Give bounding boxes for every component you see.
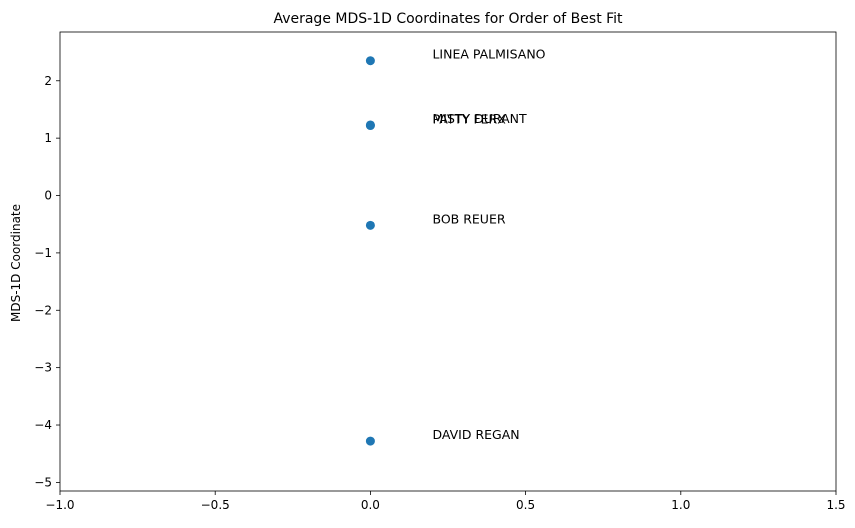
point-label: DAVID REGAN xyxy=(432,427,519,442)
plot-frame xyxy=(59,31,837,492)
x-tick-label: 0.0 xyxy=(361,498,380,512)
point-label: LINEA PALMISANO xyxy=(432,47,545,62)
y-tick-label: 2 xyxy=(44,74,52,88)
axes: −1.0 −0.5 0.0 0.5 1.0 1.5 −5 −4 −3 −2 −1 0 1 2 xyxy=(34,31,846,512)
y-tick-label: 1 xyxy=(44,131,52,145)
y-axis-label: MDS-1D Coordinate xyxy=(9,204,23,322)
x-tick-label: 1.5 xyxy=(826,498,845,512)
point-label: MISTY DURANT xyxy=(432,111,527,126)
y-tick-label: −1 xyxy=(34,246,52,260)
y-tick-label: −3 xyxy=(34,361,52,375)
data-point xyxy=(365,121,375,131)
data-point xyxy=(365,220,375,230)
data-point xyxy=(365,56,375,66)
data-points xyxy=(365,56,375,446)
point-label: BOB REUER xyxy=(432,211,505,226)
y-tick-label: −4 xyxy=(34,418,52,432)
y-tick-label: 0 xyxy=(44,189,52,203)
point-label: PATTY FERX xyxy=(432,112,506,127)
y-tick-label: −2 xyxy=(34,303,52,317)
x-tick-label: −1.0 xyxy=(45,498,74,512)
data-point xyxy=(365,436,375,446)
y-tick-label: −5 xyxy=(34,475,52,489)
x-tick-label: 1.0 xyxy=(671,498,690,512)
x-tick-label: −0.5 xyxy=(201,498,230,512)
chart-title: Average MDS-1D Coordinates for Order of … xyxy=(273,11,623,27)
x-tick-label: 0.5 xyxy=(516,498,535,512)
